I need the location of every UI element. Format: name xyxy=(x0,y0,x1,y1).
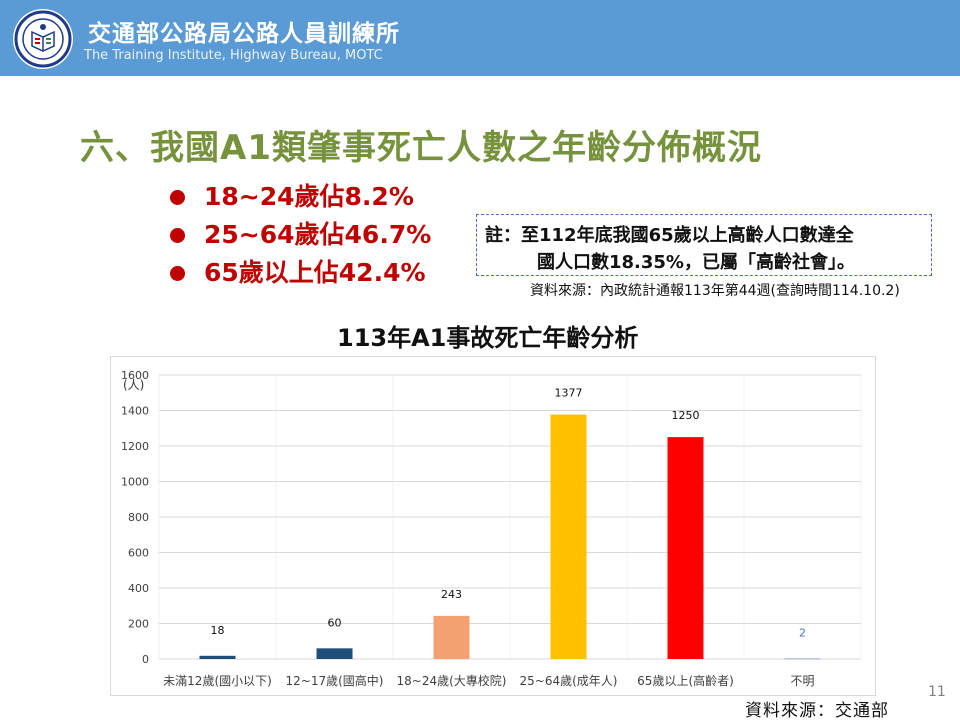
y-tick-label: 400 xyxy=(128,582,149,595)
note-box: 註：至112年底我國65歲以上高齡人口數達全 國人口數18.35%，已屬「高齡社… xyxy=(476,214,932,276)
y-axis-unit: (人) xyxy=(123,378,145,392)
bar xyxy=(784,658,821,660)
x-tick-label: 不明 xyxy=(790,674,814,688)
data-label: 2 xyxy=(799,627,806,640)
bullet-dot-icon xyxy=(170,228,185,243)
y-tick-label: 800 xyxy=(128,511,149,524)
bullet-item: 18~24歲佔8.2% xyxy=(170,178,431,216)
bullet-list: 18~24歲佔8.2% 25~64歲佔46.7% 65歲以上佔42.4% xyxy=(170,178,431,292)
chart-frame: (人) 0 200 400 600 800 1000 1200 1400 1600 18 未滿12歲… xyxy=(110,356,876,696)
bullet-text: 18~24歲佔8.2% xyxy=(204,182,414,211)
y-tick-label: 200 xyxy=(128,618,149,631)
page-number: 11 xyxy=(928,684,946,700)
data-label: 243 xyxy=(441,588,462,601)
y-tick-label: 1000 xyxy=(121,476,149,489)
data-label: 60 xyxy=(328,616,342,629)
x-tick-label: 25~64歲(成年人) xyxy=(520,674,618,688)
note-line-2: 國人口數18.35%，已屬「高齡社會」。 xyxy=(537,252,855,273)
y-tick-label: 1200 xyxy=(121,440,149,453)
y-tick-label: 0 xyxy=(142,653,149,666)
chart-container: 113年A1事故死亡年齡分析 (人) 0 200 400 600 800 1000 1200… xyxy=(110,318,880,698)
bar xyxy=(667,437,704,659)
note-line-1: 註：至112年底我國65歲以上高齡人口數達全 xyxy=(485,225,854,246)
chart-title: 113年A1事故死亡年齡分析 xyxy=(337,324,639,352)
bullet-text: 25~64歲佔46.7% xyxy=(204,220,432,249)
x-tick-label: 12~17歲(國高中) xyxy=(286,673,384,688)
slide-title: 六、我國A1類肇事死亡人數之年齡分佈概況 xyxy=(80,128,762,168)
bar xyxy=(550,414,587,659)
y-tick-label: 600 xyxy=(128,547,149,560)
org-name-cn: 交通部公路局公路人員訓練所 xyxy=(88,21,400,47)
bar xyxy=(433,615,470,659)
x-tick-label: 65歲以上(高齡者) xyxy=(637,673,734,688)
y-tick-label: 1600 xyxy=(121,369,149,382)
x-tick-label: 18~24歲(大專校院) xyxy=(397,673,507,688)
bullet-dot-icon xyxy=(170,190,185,205)
bar xyxy=(199,655,236,659)
institute-logo-icon xyxy=(13,9,73,69)
data-label: 1377 xyxy=(555,387,583,400)
note-source: 資料來源：內政統計通報113年第44週(查詢時間114.10.2) xyxy=(530,283,900,299)
bullet-item: 65歲以上佔42.4% xyxy=(170,254,431,292)
data-label: 18 xyxy=(211,624,225,637)
y-tick-label: 1400 xyxy=(121,405,149,418)
header-bar: 交通部公路局公路人員訓練所 The Training Institute, Hi… xyxy=(0,0,960,76)
data-label: 1250 xyxy=(672,409,700,422)
bottom-source: 資料來源：交通部 xyxy=(745,701,889,721)
org-name-en: The Training Institute, Highway Bureau, … xyxy=(84,48,383,63)
x-tick-label: 未滿12歲(國小以下) xyxy=(163,674,272,688)
bar xyxy=(316,648,353,659)
bullet-item: 25~64歲佔46.7% xyxy=(170,216,431,254)
bar-chart: 0 200 400 600 800 1000 1200 1400 1600 18 未滿12歲(國小以… xyxy=(121,369,862,688)
bullet-dot-icon xyxy=(170,266,185,281)
bullet-text: 65歲以上佔42.4% xyxy=(204,258,426,287)
